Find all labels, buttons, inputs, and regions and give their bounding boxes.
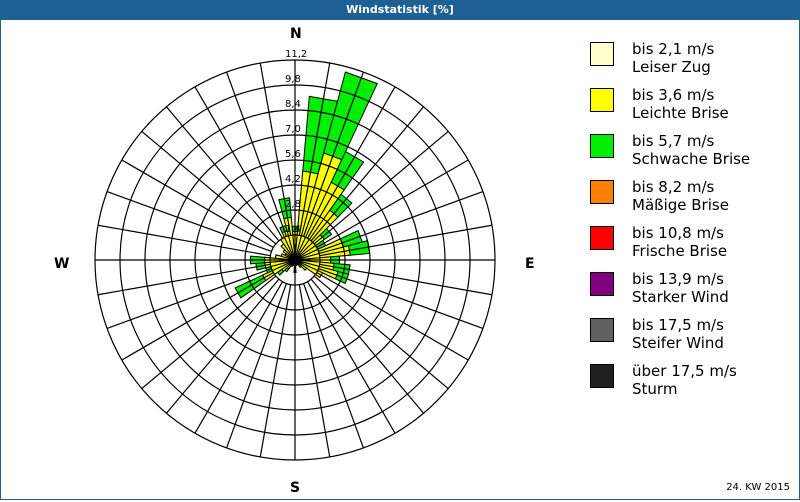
radial-tick-label: 2,8	[285, 199, 301, 210]
compass-west-label: W	[54, 256, 69, 272]
legend-swatch	[590, 226, 614, 250]
grid-spoke	[311, 279, 423, 413]
legend-swatch	[590, 180, 614, 204]
grid-spoke	[107, 192, 271, 252]
legend-swatch	[590, 318, 614, 342]
radial-tick-label: 8,4	[285, 99, 301, 110]
grid-spoke	[299, 285, 329, 457]
week-label: 24. KW 2015	[726, 482, 790, 493]
compass-east-label: E	[525, 256, 535, 272]
legend-label: Starker Wind	[632, 288, 729, 306]
radial-tick-label: 5,6	[285, 149, 301, 160]
legend-swatch	[590, 272, 614, 296]
legend-label: Frische Brise	[632, 242, 727, 260]
legend-range: bis 3,6 m/s	[632, 86, 729, 104]
grid-spoke	[318, 269, 482, 329]
legend-label: Leichte Brise	[632, 104, 729, 122]
wind-rose-chart: 1,4 2,8 4,2 5,6 7,0 8,4 9,8 11,2 N E S W	[0, 20, 560, 498]
grid-spoke	[227, 72, 287, 236]
grid-spoke	[227, 283, 287, 447]
grid-spoke	[166, 279, 278, 413]
legend-label: Leiser Zug	[632, 58, 714, 76]
radial-tick-label: 4,2	[285, 174, 301, 185]
legend-label: Schwache Brise	[632, 150, 750, 168]
grid-spoke	[317, 273, 469, 361]
legend-range: bis 5,7 m/s	[632, 132, 750, 150]
radial-tick-label: 11,2	[285, 49, 307, 60]
compass-south-label: S	[290, 480, 300, 496]
grid-spoke	[195, 87, 283, 239]
grid-spoke	[98, 225, 270, 255]
grid-spoke	[308, 282, 396, 434]
legend-label: Mäßige Brise	[632, 196, 729, 214]
legend-range: bis 10,8 m/s	[632, 224, 727, 242]
radial-tick-label: 7,0	[285, 124, 301, 135]
legend-swatch	[590, 42, 614, 66]
legend-range: bis 8,2 m/s	[632, 178, 729, 196]
legend-range: über 17,5 m/s	[632, 362, 737, 380]
grid-spoke	[195, 282, 283, 434]
grid-spoke	[304, 283, 364, 447]
radial-tick-label: 9,8	[285, 74, 301, 85]
legend-swatch	[590, 364, 614, 388]
legend-label: Steifer Wind	[632, 334, 724, 352]
grid-spoke	[260, 285, 290, 457]
legend-range: bis 13,9 m/s	[632, 270, 729, 288]
legend-range: bis 17,5 m/s	[632, 316, 724, 334]
grid-spoke	[142, 276, 276, 388]
window-title: Windstatistik [%]	[0, 0, 800, 20]
compass-north-label: N	[290, 26, 302, 42]
grid-spoke	[314, 276, 448, 388]
grid-spoke	[142, 131, 276, 243]
legend-swatch	[590, 88, 614, 112]
grid-spoke	[122, 160, 274, 248]
grid-spoke	[122, 273, 274, 361]
legend-range: bis 2,1 m/s	[632, 40, 714, 58]
grid-spoke	[107, 269, 271, 329]
grid-spoke	[166, 107, 278, 241]
wind-rose-svg: 1,4 2,8 4,2 5,6 7,0 8,4 9,8 11,2	[0, 20, 560, 498]
legend-swatch	[590, 134, 614, 158]
legend-label: Sturm	[632, 380, 737, 398]
radial-tick-label: 1,4	[285, 224, 301, 235]
